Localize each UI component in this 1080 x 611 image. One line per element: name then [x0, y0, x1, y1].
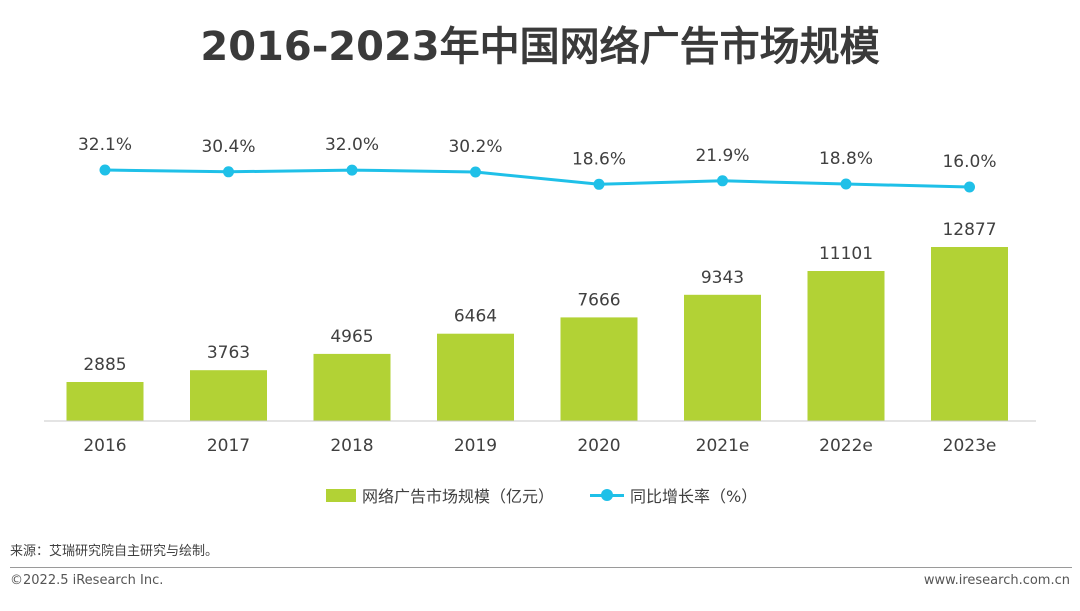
legend-label-market-size: 网络广告市场规模（亿元） [362, 487, 555, 506]
growth-rate-point-2019 [470, 166, 481, 178]
bar-2018 [313, 353, 391, 421]
category-labels-layer: 2016 2017 2018 2019 2020 2021e 2022e 2023e [83, 436, 996, 456]
bar-2019 [437, 333, 514, 421]
bar-2016 [66, 382, 144, 421]
bar-2022e [807, 271, 885, 421]
legend-item-growth-rate: 同比增长率（%） [590, 484, 757, 506]
bar-2017 [190, 370, 267, 421]
growth-rate-label-2021e: 21.9% [695, 146, 749, 166]
growth-rate-label-2019: 30.2% [448, 137, 502, 157]
bar-value-label-2018: 4965 [330, 327, 373, 347]
growth-rate-point-2021e [717, 175, 728, 187]
growth-rate-point-2016 [99, 164, 111, 176]
x-tick-label-2019: 2019 [454, 436, 497, 456]
bar-value-label-2023e: 12877 [942, 220, 996, 240]
legend: 网络广告市场规模（亿元） 同比增长率（%） [0, 484, 1080, 506]
x-tick-label-2021e: 2021e [696, 436, 750, 456]
growth-rate-point-2018 [346, 164, 358, 176]
bar-value-label-2020: 7666 [577, 290, 620, 310]
growth-rate-label-2017: 30.4% [201, 137, 255, 157]
footer-copyright: ©2022.5 iResearch Inc. [10, 573, 164, 588]
growth-rate-point-2022e [840, 178, 852, 190]
bar-2021e [684, 294, 761, 421]
x-tick-label-2023e: 2023e [943, 436, 997, 456]
footer-website[interactable]: www.iresearch.com.cn [923, 573, 1070, 588]
x-tick-label-2016: 2016 [83, 436, 126, 456]
growth-rate-label-2016: 32.1% [78, 135, 132, 155]
bars-layer: 2885 3763 4965 6464 7666 9343 11101 12877 [66, 220, 1008, 421]
bar-value-label-2021e: 9343 [701, 268, 744, 288]
legend-line-swatch [590, 488, 624, 502]
growth-rate-point-2017 [223, 166, 234, 178]
legend-item-market-size: 网络广告市场规模（亿元） [326, 484, 554, 506]
growth-rate-label-2020: 18.6% [572, 149, 626, 169]
growth-line-layer: 32.1% 30.4% 32.0% 30.2% 18.6% 21.9% 18.8% 16.0% [78, 135, 997, 193]
x-tick-label-2022e: 2022e [819, 436, 873, 456]
growth-rate-label-2022e: 18.8% [819, 149, 873, 169]
legend-bar-swatch [326, 488, 356, 502]
bar-value-label-2022e: 11101 [819, 244, 873, 264]
bar-value-label-2017: 3763 [207, 343, 250, 363]
chart-title: 2016-2023年中国网络广告市场规模 [200, 24, 880, 70]
bar-2020 [560, 317, 638, 421]
growth-rate-point-2023e [964, 181, 975, 193]
footer-divider [10, 567, 1072, 568]
x-tick-label-2018: 2018 [330, 436, 373, 456]
x-tick-label-2017: 2017 [207, 436, 250, 456]
legend-label-growth-rate: 同比增长率（%） [630, 487, 758, 506]
growth-rate-point-2020 [593, 178, 605, 190]
bar-2023e [931, 247, 1008, 421]
growth-rate-label-2023e: 16.0% [942, 152, 996, 172]
growth-rate-line [104, 168, 970, 189]
growth-rate-label-2018: 32.0% [325, 135, 379, 155]
source-note: 来源：艾瑞研究院自主研究与绘制。 [10, 544, 219, 559]
bar-value-label-2019: 6464 [454, 307, 497, 327]
bar-value-label-2016: 2885 [83, 355, 126, 375]
x-tick-label-2020: 2020 [577, 436, 620, 456]
